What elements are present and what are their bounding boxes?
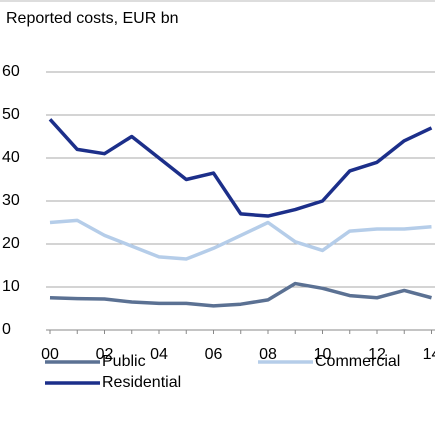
y-tick-label: 40 xyxy=(2,149,20,166)
x-tick-label: 10 xyxy=(314,346,332,363)
x-tick-label: 00 xyxy=(41,346,59,363)
legend-label: Residential xyxy=(102,374,181,391)
chart-title: Reported costs, EUR bn xyxy=(6,10,179,27)
x-tick-label: 06 xyxy=(205,346,223,363)
legend-label: Commercial xyxy=(315,353,400,370)
y-tick-label: 50 xyxy=(2,106,20,123)
y-tick-label: 10 xyxy=(2,278,20,295)
y-tick-label: 0 xyxy=(2,321,11,338)
y-tick-label: 60 xyxy=(2,63,20,80)
line-series xyxy=(49,281,432,308)
x-tick-label: 02 xyxy=(96,346,114,363)
y-tick-label: 30 xyxy=(2,192,20,209)
x-tick-label: 04 xyxy=(150,346,168,363)
y-tick-label: 20 xyxy=(2,235,20,252)
x-tick-label: 14 xyxy=(423,346,435,363)
x-tick-label: 08 xyxy=(259,346,277,363)
legend-label: Public xyxy=(102,353,146,370)
line-series xyxy=(49,218,432,261)
x-tick-label: 12 xyxy=(368,346,386,363)
line-series xyxy=(48,118,433,218)
